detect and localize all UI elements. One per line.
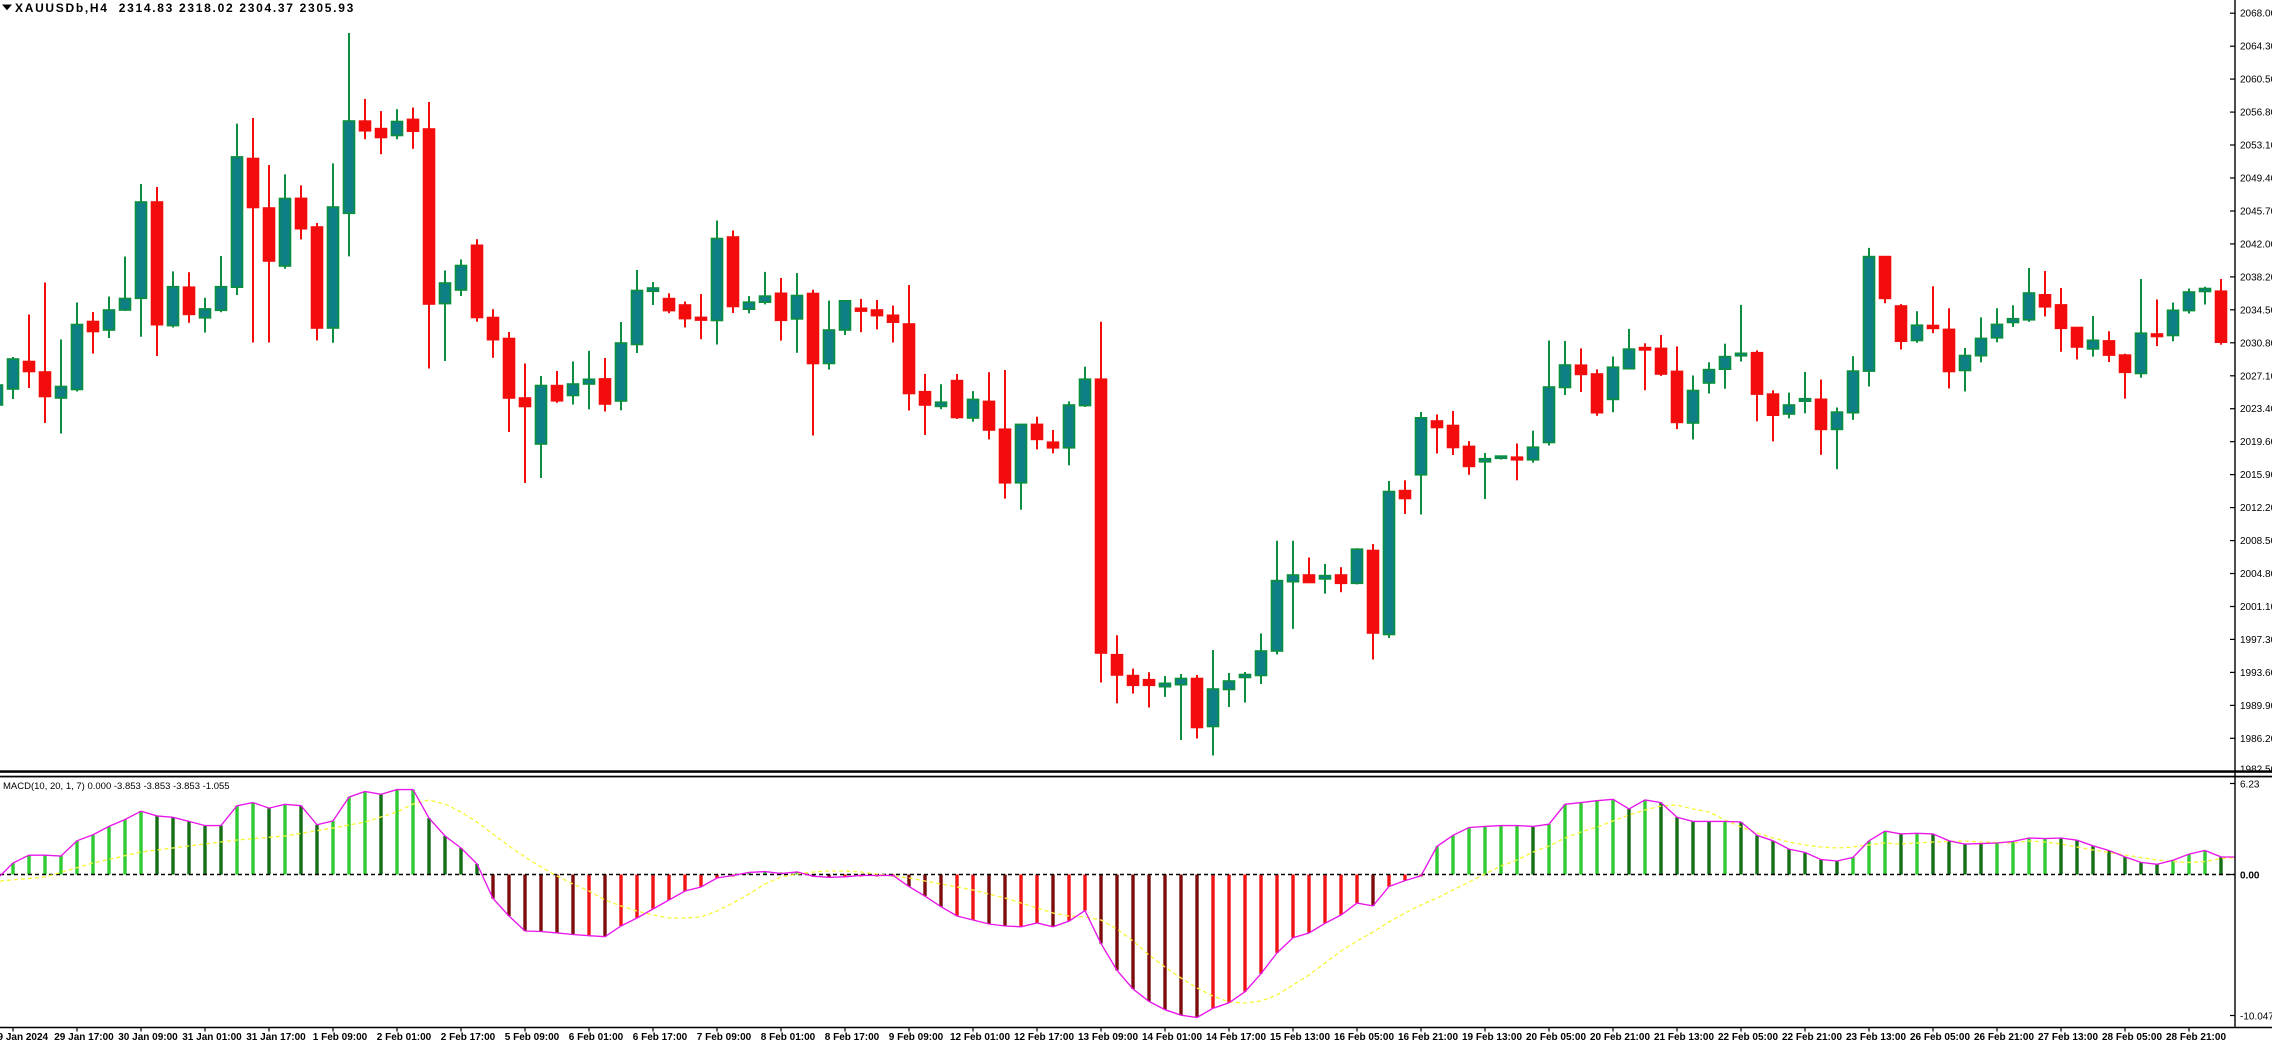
svg-text:12 Feb 01:00: 12 Feb 01:00 (950, 1032, 1010, 1043)
svg-text:XAUUSDb,H4 2314.83 2318.02 23: XAUUSDb,H4 2314.83 2318.02 2304.37 2305.… (15, 1, 355, 15)
svg-text:2001.10: 2001.10 (2240, 602, 2272, 613)
svg-text:12 Feb 17:00: 12 Feb 17:00 (1014, 1032, 1074, 1043)
svg-text:6 Feb 01:00: 6 Feb 01:00 (569, 1032, 624, 1043)
svg-text:2008.50: 2008.50 (2240, 536, 2272, 547)
svg-text:13 Feb 09:00: 13 Feb 09:00 (1078, 1032, 1138, 1043)
svg-text:31 Jan 17:00: 31 Jan 17:00 (246, 1032, 306, 1043)
svg-text:2034.50: 2034.50 (2240, 305, 2272, 316)
svg-text:2038.20: 2038.20 (2240, 272, 2272, 283)
svg-text:2064.30: 2064.30 (2240, 42, 2272, 53)
svg-text:19 Feb 13:00: 19 Feb 13:00 (1462, 1032, 1522, 1043)
svg-text:2 Feb 01:00: 2 Feb 01:00 (377, 1032, 432, 1043)
svg-text:22 Feb 21:00: 22 Feb 21:00 (1782, 1032, 1842, 1043)
svg-text:2056.80: 2056.80 (2240, 108, 2272, 119)
svg-text:21 Feb 13:00: 21 Feb 13:00 (1654, 1032, 1714, 1043)
svg-text:27 Feb 13:00: 27 Feb 13:00 (2038, 1032, 2098, 1043)
svg-text:1982.50: 1982.50 (2240, 764, 2272, 775)
svg-text:20 Feb 21:00: 20 Feb 21:00 (1590, 1032, 1650, 1043)
svg-text:22 Feb 05:00: 22 Feb 05:00 (1718, 1032, 1778, 1043)
svg-text:14 Feb 01:00: 14 Feb 01:00 (1142, 1032, 1202, 1043)
svg-text:14 Feb 17:00: 14 Feb 17:00 (1206, 1032, 1266, 1043)
svg-text:26 Feb 21:00: 26 Feb 21:00 (1974, 1032, 2034, 1043)
svg-text:2019.60: 2019.60 (2240, 437, 2272, 448)
svg-text:29 Jan 17:00: 29 Jan 17:00 (54, 1032, 114, 1043)
svg-text:2027.10: 2027.10 (2240, 371, 2272, 382)
svg-text:1989.90: 1989.90 (2240, 701, 2272, 712)
svg-text:2015.90: 2015.90 (2240, 470, 2272, 481)
svg-text:2060.50: 2060.50 (2240, 75, 2272, 86)
svg-text:8 Feb 17:00: 8 Feb 17:00 (825, 1032, 880, 1043)
svg-text:20 Feb 05:00: 20 Feb 05:00 (1526, 1032, 1586, 1043)
svg-text:26 Feb 05:00: 26 Feb 05:00 (1910, 1032, 1970, 1043)
svg-text:7 Feb 09:00: 7 Feb 09:00 (697, 1032, 752, 1043)
svg-text:5 Feb 09:00: 5 Feb 09:00 (505, 1032, 560, 1043)
svg-text:2042.00: 2042.00 (2240, 239, 2272, 250)
svg-text:2045.70: 2045.70 (2240, 207, 2272, 218)
svg-text:30 Jan 09:00: 30 Jan 09:00 (118, 1032, 178, 1043)
svg-text:2049.40: 2049.40 (2240, 174, 2272, 185)
svg-text:29 Jan 2024: 29 Jan 2024 (0, 1032, 49, 1043)
svg-text:28 Feb 05:00: 28 Feb 05:00 (2102, 1032, 2162, 1043)
svg-text:15 Feb 13:00: 15 Feb 13:00 (1270, 1032, 1330, 1043)
svg-text:6 Feb 17:00: 6 Feb 17:00 (633, 1032, 688, 1043)
svg-text:2004.80: 2004.80 (2240, 569, 2272, 580)
svg-text:1997.30: 1997.30 (2240, 635, 2272, 646)
svg-text:0.00: 0.00 (2240, 871, 2260, 882)
svg-text:2023.40: 2023.40 (2240, 404, 2272, 415)
svg-text:2030.80: 2030.80 (2240, 338, 2272, 349)
svg-text:8 Feb 01:00: 8 Feb 01:00 (761, 1032, 816, 1043)
svg-text:16 Feb 05:00: 16 Feb 05:00 (1334, 1032, 1394, 1043)
svg-text:6.23: 6.23 (2240, 780, 2260, 791)
svg-text:2053.10: 2053.10 (2240, 141, 2272, 152)
svg-text:23 Feb 13:00: 23 Feb 13:00 (1846, 1032, 1906, 1043)
svg-text:31 Jan 01:00: 31 Jan 01:00 (182, 1032, 242, 1043)
svg-text:1 Feb 09:00: 1 Feb 09:00 (313, 1032, 368, 1043)
svg-text:2068.00: 2068.00 (2240, 9, 2272, 20)
svg-text:9 Feb 09:00: 9 Feb 09:00 (889, 1032, 944, 1043)
svg-text:16 Feb 21:00: 16 Feb 21:00 (1398, 1032, 1458, 1043)
svg-text:2012.20: 2012.20 (2240, 503, 2272, 514)
svg-text:1993.60: 1993.60 (2240, 668, 2272, 679)
svg-text:28 Feb 21:00: 28 Feb 21:00 (2166, 1032, 2226, 1043)
svg-text:MACD(10, 20, 1, 7) 0.000 -3.85: MACD(10, 20, 1, 7) 0.000 -3.853 -3.853 -… (3, 781, 230, 792)
svg-text:2 Feb 17:00: 2 Feb 17:00 (441, 1032, 496, 1043)
svg-text:-10.047: -10.047 (2240, 1012, 2272, 1023)
svg-text:1986.20: 1986.20 (2240, 734, 2272, 745)
